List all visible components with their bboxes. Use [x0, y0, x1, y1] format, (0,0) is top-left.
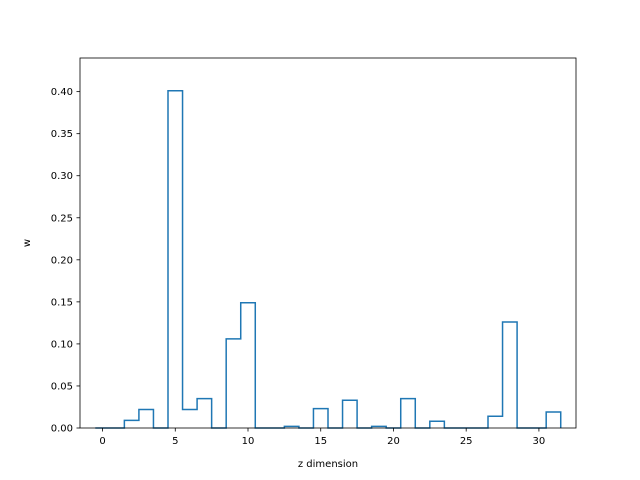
y-tick-label: 0.05 [51, 381, 73, 392]
step-bin [168, 91, 183, 428]
step-bin [401, 399, 416, 428]
x-tick-label: 5 [172, 436, 178, 447]
step-bin [183, 410, 198, 429]
y-axis: 0.00 0.05 0.10 0.15 0.20 0.25 0.30 0.35 0.40 [51, 87, 80, 435]
step-bin [124, 420, 139, 428]
step-bin [313, 409, 328, 428]
y-tick-label: 0.20 [51, 255, 73, 266]
step-bin [139, 410, 154, 429]
x-tick-label: 15 [314, 436, 327, 447]
y-tick-label: 0.40 [51, 87, 73, 98]
x-tick-label: 10 [242, 436, 255, 447]
step-series-line [95, 90, 562, 429]
x-tick-label: 30 [533, 436, 546, 447]
x-tick-label: 20 [387, 436, 400, 447]
step-bin [430, 421, 445, 428]
y-tick-label: 0.30 [51, 171, 73, 182]
y-tick-label: 0.25 [51, 213, 73, 224]
x-axis-label: z dimension [298, 459, 358, 470]
step-bin [197, 399, 212, 428]
x-tick-label: 0 [99, 436, 105, 447]
x-tick-label: 25 [460, 436, 473, 447]
step-bin [241, 303, 256, 428]
x-axis: 0 5 10 15 20 25 30 [99, 428, 545, 447]
plot-frame [79, 57, 577, 429]
y-tick-label: 0.35 [51, 129, 73, 140]
series-layer [95, 90, 562, 429]
step-bin [488, 416, 503, 428]
step-bin [343, 400, 358, 428]
y-tick-label: 0.15 [51, 297, 73, 308]
y-tick-label: 0.10 [51, 339, 73, 350]
y-tick-label: 0.00 [51, 424, 73, 435]
y-axis-label: w [22, 239, 33, 247]
step-bin [546, 412, 561, 428]
step-bin [226, 339, 241, 428]
step-bin [503, 322, 518, 428]
